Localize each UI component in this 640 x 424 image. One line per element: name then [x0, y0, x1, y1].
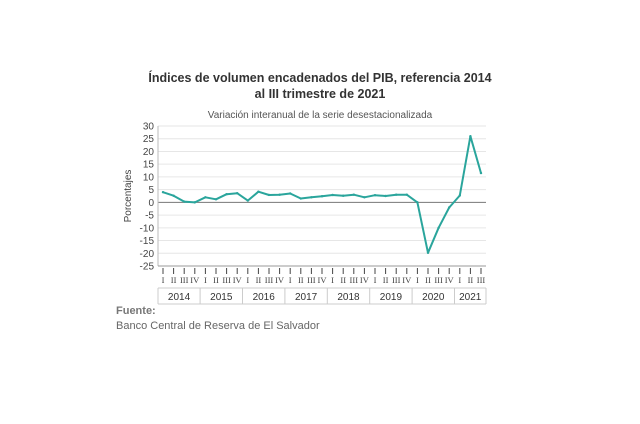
x-quarter-label: IV — [275, 275, 285, 285]
series-line — [161, 134, 483, 254]
data-point — [172, 194, 175, 197]
data-point — [479, 171, 483, 175]
y-tick-label: 25 — [143, 134, 155, 145]
chart-subtitle: Variación interanual de la serie desesta… — [207, 110, 433, 121]
x-quarter-label: I — [162, 275, 165, 285]
data-point — [267, 193, 271, 197]
x-quarter-label: II — [213, 275, 219, 285]
data-point — [161, 190, 165, 194]
data-point — [469, 134, 472, 138]
data-point — [342, 194, 345, 197]
x-year-label: 2018 — [337, 292, 360, 303]
x-quarter-label: II — [383, 275, 389, 285]
x-quarter-label: IV — [233, 275, 243, 285]
x-quarter-label: III — [434, 275, 443, 285]
x-quarter-label: I — [289, 275, 292, 285]
data-point — [214, 198, 218, 201]
data-point — [416, 201, 419, 204]
x-year-label: 2014 — [168, 292, 191, 303]
data-point — [278, 193, 281, 196]
data-point — [193, 201, 196, 204]
chart-title-line-1: Índices de volumen encadenados del PIB, … — [148, 71, 492, 85]
y-tick-label: 10 — [143, 172, 155, 183]
x-year-label: 2017 — [295, 292, 318, 303]
data-point — [183, 200, 186, 203]
data-point — [257, 190, 260, 193]
x-quarter-label: III — [477, 275, 486, 285]
y-tick-label: -15 — [140, 236, 155, 247]
data-point — [225, 193, 228, 196]
x-axis: I II III IV I II III IV I II III IV I II III IV I II III IV… — [157, 265, 487, 305]
data-point — [426, 251, 430, 254]
x-quarter-label: III — [307, 275, 316, 285]
x-year-label: 2019 — [380, 292, 403, 303]
x-quarter-label: III — [180, 275, 189, 285]
data-point — [331, 193, 334, 197]
data-point — [299, 197, 302, 200]
x-quarter-label: I — [374, 275, 377, 285]
data-point — [236, 192, 239, 195]
gridlines — [158, 125, 486, 267]
x-quarter-label: II — [340, 275, 346, 285]
y-tick-label: 5 — [148, 185, 154, 196]
x-quarter-label: I — [331, 275, 334, 285]
x-quarter-label: III — [350, 275, 359, 285]
x-quarter-label: III — [265, 275, 274, 285]
x-year-label: 2015 — [210, 292, 233, 303]
data-point — [405, 193, 408, 196]
x-quarter-label: IV — [190, 275, 200, 285]
x-year-label: 2021 — [459, 292, 482, 303]
y-tick-label: 30 — [143, 122, 155, 133]
data-point — [448, 206, 451, 209]
x-quarter-label: IV — [445, 275, 455, 285]
x-quarter-label: II — [425, 275, 431, 285]
data-point — [395, 193, 398, 196]
y-tick-label: 20 — [143, 147, 155, 158]
data-point — [373, 194, 377, 197]
x-quarter-label: III — [222, 275, 231, 285]
y-tick-label: -10 — [140, 223, 155, 234]
y-tick-label: -20 — [140, 249, 155, 260]
x-quarter-label: I — [458, 275, 461, 285]
x-year-label: 2020 — [422, 292, 445, 303]
y-tick-label: 0 — [148, 198, 154, 209]
data-point — [310, 196, 313, 199]
y-tick-label: 15 — [143, 160, 155, 171]
x-quarter-label: III — [392, 275, 401, 285]
x-quarter-label: II — [468, 275, 474, 285]
x-quarter-label: IV — [318, 275, 328, 285]
data-point — [320, 195, 324, 198]
data-point — [352, 193, 355, 196]
y-tick-label: -25 — [140, 262, 155, 273]
x-year-label: 2016 — [253, 292, 276, 303]
x-quarter-label: II — [256, 275, 262, 285]
source-label: Fuente: — [116, 305, 156, 317]
data-point — [204, 196, 207, 199]
series-polyline — [162, 135, 482, 254]
data-point — [437, 226, 440, 230]
x-quarter-label: II — [171, 275, 177, 285]
x-quarter-label: IV — [360, 275, 370, 285]
x-quarter-label: I — [416, 275, 419, 285]
data-point — [384, 194, 387, 198]
x-quarter-label: IV — [402, 275, 412, 285]
data-point — [246, 199, 249, 202]
data-point — [289, 192, 292, 195]
x-quarter-label: I — [246, 275, 249, 285]
data-point — [363, 196, 366, 199]
data-point — [458, 194, 461, 197]
y-axis-label: Porcentajes — [123, 170, 134, 223]
x-quarter-label: II — [298, 275, 304, 285]
x-quarter-label: I — [204, 275, 207, 285]
source-text: Banco Central de Reserva de El Salvador — [116, 320, 320, 332]
y-tick-label: -5 — [145, 211, 154, 222]
chart-title-line-2: al III trimestre de 2021 — [254, 87, 386, 101]
